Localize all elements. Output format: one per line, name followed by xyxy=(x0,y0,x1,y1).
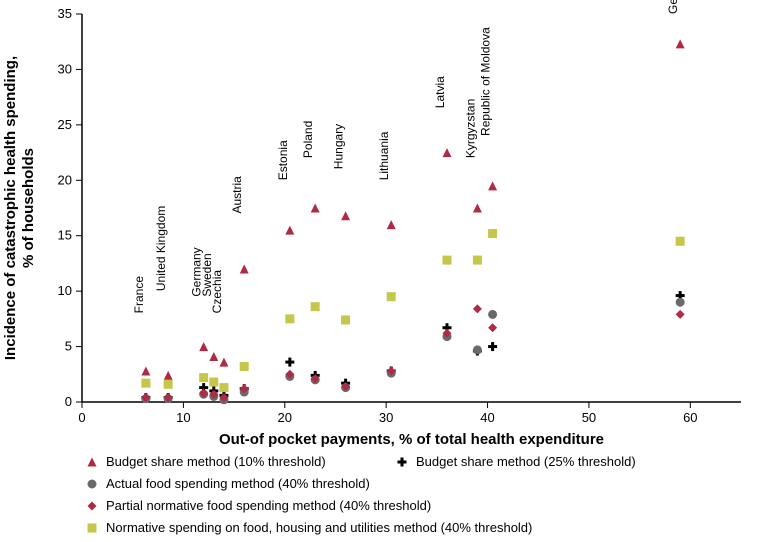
country-label: Czechia xyxy=(210,270,224,314)
data-point xyxy=(164,380,173,389)
y-tick-label: 10 xyxy=(58,283,72,298)
country-label: Poland xyxy=(301,121,315,158)
data-point xyxy=(488,310,497,319)
svg-text:Actual food spending method (4: Actual food spending method (40% thresho… xyxy=(106,476,370,491)
data-point xyxy=(387,292,396,301)
country-label: Hungary xyxy=(332,124,346,169)
x-axis-title: Out-of pocket payments, % of total healt… xyxy=(219,431,604,448)
data-point xyxy=(219,383,228,392)
data-point xyxy=(473,256,482,265)
data-point xyxy=(285,358,294,367)
data-point xyxy=(488,342,497,351)
country-label: Lithuania xyxy=(377,131,391,180)
data-point xyxy=(387,220,396,229)
country-label: France xyxy=(132,276,146,314)
country-label: Republic of Moldova xyxy=(479,27,493,136)
data-point xyxy=(141,379,150,388)
x-tick-label: 30 xyxy=(379,410,393,425)
data-point xyxy=(285,314,294,323)
svg-text:Normative spending on food, ho: Normative spending on food, housing and … xyxy=(106,520,532,535)
y-tick-label: 5 xyxy=(65,339,72,354)
data-point xyxy=(676,310,685,319)
x-tick-label: 40 xyxy=(480,410,494,425)
x-tick-label: 50 xyxy=(582,410,596,425)
country-label: Latvia xyxy=(433,76,447,108)
data-point xyxy=(219,358,228,367)
legend-item: Normative spending on food, housing and … xyxy=(88,520,533,535)
y-axis-title: Incidence of catastrophic health spendin… xyxy=(2,56,37,360)
svg-text:Partial normative food spendin: Partial normative food spending method (… xyxy=(106,498,431,513)
legend-item: Budget share method (25% threshold) xyxy=(398,454,636,469)
scatter-chart: 0 10 20 30 40 50 60 0 5 10 15 20 25 30 35 Out-of pocket… xyxy=(0,0,771,542)
data-point xyxy=(442,148,451,157)
data-point xyxy=(199,373,208,382)
svg-text:Budget share method (25% thres: Budget share method (25% threshold) xyxy=(416,454,636,469)
data-point xyxy=(164,371,173,380)
x-tick-label: 20 xyxy=(278,410,292,425)
data-point xyxy=(240,264,249,273)
data-point xyxy=(311,302,320,311)
data-point xyxy=(141,366,150,375)
data-point xyxy=(199,342,208,351)
data-point xyxy=(209,378,218,387)
x-tick-label: 60 xyxy=(683,410,697,425)
country-label: Austria xyxy=(230,176,244,214)
data-point xyxy=(311,204,320,213)
data-point xyxy=(473,304,482,313)
country-label: United Kingdom xyxy=(154,206,168,291)
data-point xyxy=(473,345,482,354)
legend-item: Actual food spending method (40% thresho… xyxy=(88,476,370,491)
x-tick-label: 0 xyxy=(78,410,85,425)
country-label: Georgia xyxy=(666,0,680,14)
data-point xyxy=(240,362,249,371)
country-label: Estonia xyxy=(276,140,290,180)
svg-text:% of households: % of households xyxy=(20,148,37,268)
data-point xyxy=(341,315,350,324)
legend-item: Budget share method (10% threshold) xyxy=(88,454,326,469)
data-point xyxy=(285,226,294,235)
data-point xyxy=(442,256,451,265)
data-point xyxy=(341,211,350,220)
legend: Budget share method (10% threshold) Budge… xyxy=(88,454,636,535)
svg-text:Incidence of catastrophic heal: Incidence of catastrophic health spendin… xyxy=(2,56,19,360)
data-point xyxy=(488,229,497,238)
x-tick-label: 10 xyxy=(176,410,190,425)
data-point xyxy=(676,39,685,48)
data-point xyxy=(473,204,482,213)
y-tick-label: 20 xyxy=(58,172,72,187)
data-point xyxy=(488,323,497,332)
y-tick-label: 35 xyxy=(58,6,72,21)
country-label: Kyrgyzstan xyxy=(463,99,477,158)
data-point xyxy=(488,181,497,190)
data-point xyxy=(209,352,218,361)
y-tick-label: 25 xyxy=(58,117,72,132)
svg-text:Budget share method (10% thres: Budget share method (10% threshold) xyxy=(106,454,326,469)
y-tick-label: 30 xyxy=(58,61,72,76)
data-point xyxy=(676,298,685,307)
data-point xyxy=(676,237,685,246)
y-tick-label: 15 xyxy=(58,228,72,243)
y-tick-label: 0 xyxy=(65,394,72,409)
legend-item: Partial normative food spending method (… xyxy=(88,498,432,513)
